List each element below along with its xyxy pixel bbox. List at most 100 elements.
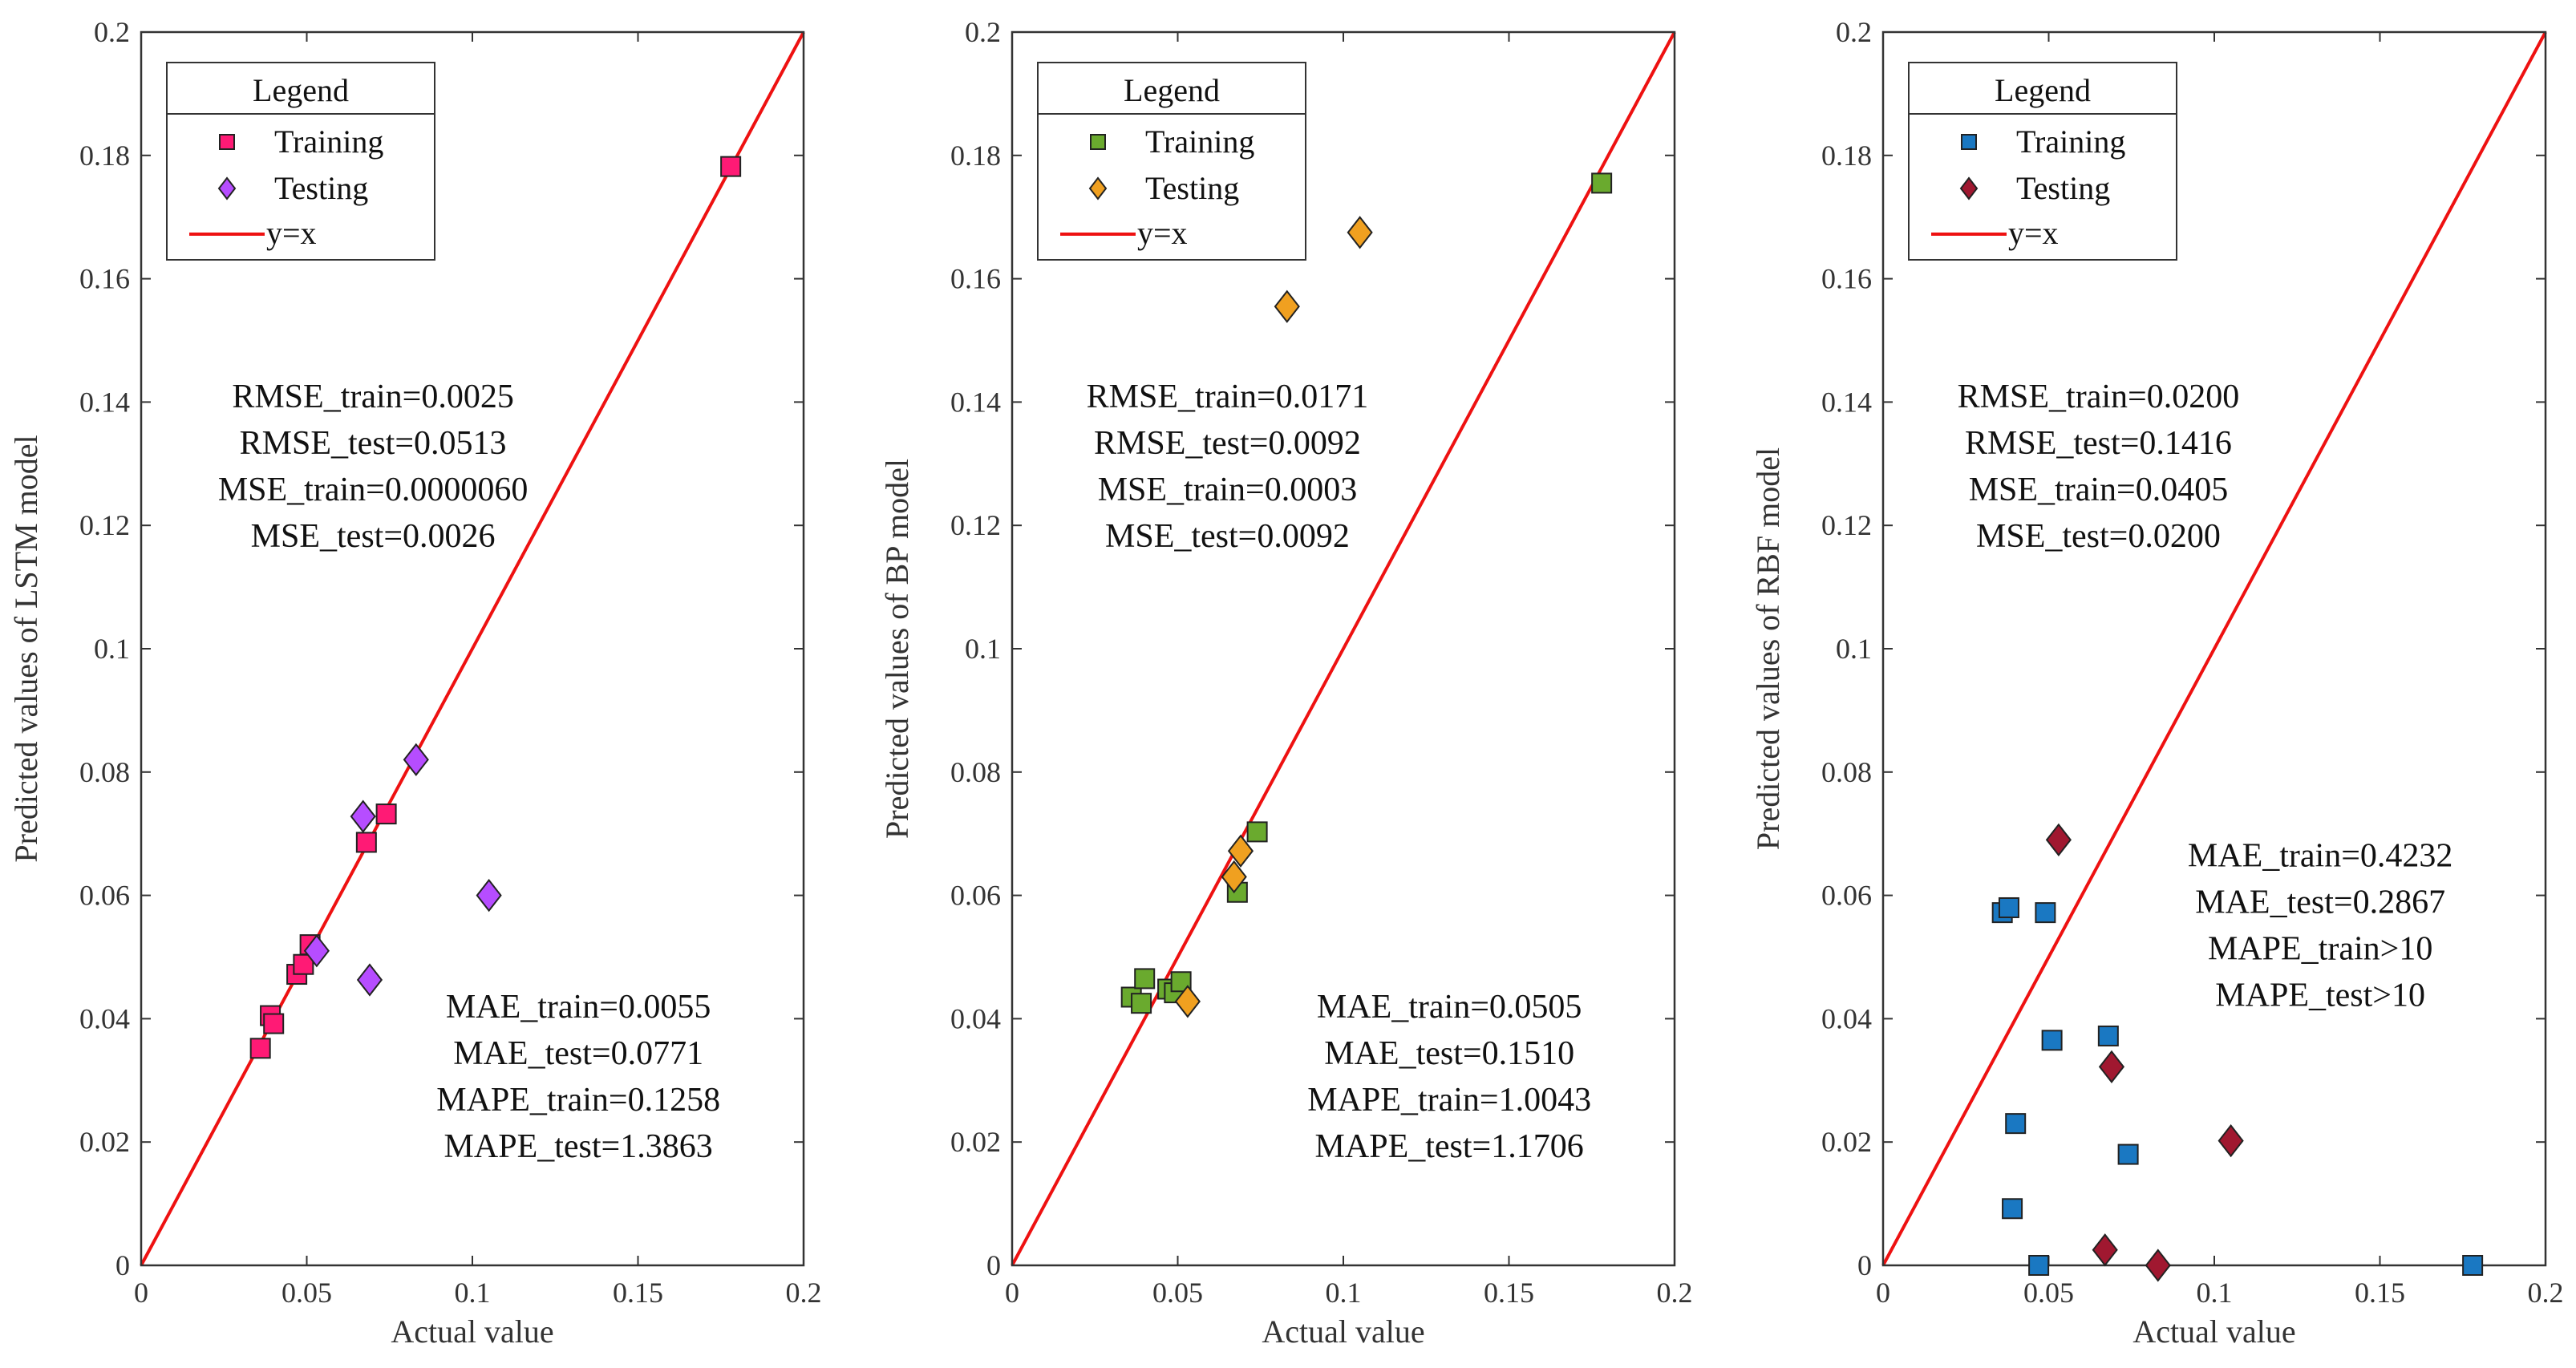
stats-bottom-line: MAPE_test=1.1706 <box>1315 1128 1584 1165</box>
training-point <box>1591 172 1613 194</box>
legend-training-label: Training <box>2016 123 2125 160</box>
y-tick-label: 0.02 <box>79 1126 130 1158</box>
y-axis-label: Predicted values of BP model <box>879 459 915 839</box>
legend-box <box>166 62 435 261</box>
stats-bottom-line: MAE_test=0.0771 <box>453 1035 703 1072</box>
y-tick-label: 0.2 <box>94 16 130 48</box>
testing-point <box>356 963 383 997</box>
x-axis-label: Actual value <box>2132 1313 2295 1350</box>
y-axis-label: Predicted values of RBF model <box>1750 447 1786 850</box>
y-tick-label: 0 <box>1857 1249 1872 1281</box>
y-tick-label: 0.04 <box>950 1002 1001 1034</box>
training-point <box>1170 971 1192 993</box>
training-point <box>1131 993 1152 1014</box>
x-tick-label: 0.2 <box>786 1277 822 1309</box>
stats-bottom-line: MAE_train=0.0055 <box>446 989 711 1026</box>
x-tick-label: 0.05 <box>281 1277 332 1309</box>
stats-top-line: MSE_test=0.0200 <box>1976 518 2221 555</box>
y-tick-label: 0.06 <box>79 880 130 912</box>
y-tick-label: 0.16 <box>950 263 1001 295</box>
stats-top-line: MSE_train=0.0003 <box>1098 472 1358 508</box>
legend-testing-marker <box>217 176 237 200</box>
x-tick-label: 0.05 <box>2023 1277 2074 1309</box>
y-tick-label: 0 <box>115 1249 130 1281</box>
y-tick-label: 0 <box>986 1249 1001 1281</box>
y-tick-label: 0.1 <box>965 633 1001 665</box>
legend-title: Legend <box>253 72 349 108</box>
stats-bottom-line: MAPE_train=1.0043 <box>1307 1082 1591 1119</box>
legend-training-label: Training <box>274 123 383 160</box>
x-tick-label: 0.15 <box>2355 1277 2405 1309</box>
y-tick-label: 0.06 <box>950 880 1001 912</box>
training-point <box>375 803 397 825</box>
y-tick-label: 0.12 <box>950 509 1001 541</box>
y-tick-label: 0.02 <box>1821 1126 1872 1158</box>
testing-point <box>2098 1050 2125 1084</box>
reference-line-y-equals-x <box>1881 31 2547 1266</box>
x-tick-label: 0 <box>1005 1277 1019 1309</box>
y-tick-label: 0.08 <box>79 756 130 788</box>
x-tick-label: 0.2 <box>1657 1277 1693 1309</box>
stats-top-line: RMSE_test=0.1416 <box>1965 425 2232 462</box>
testing-point <box>1227 834 1254 868</box>
stats-top-line: RMSE_test=0.0092 <box>1094 425 1361 462</box>
legend-training-marker <box>219 134 235 150</box>
legend: Legend Training Testing y=x <box>1037 62 1306 261</box>
legend: Legend Training Testing y=x <box>1908 62 2177 261</box>
legend-line-label: y=x <box>1137 215 1188 251</box>
training-point <box>249 1038 271 1059</box>
y-tick-label: 0.14 <box>1821 386 1872 418</box>
x-tick-label: 0.05 <box>1152 1277 1203 1309</box>
stats-bottom-line: MAPE_train=0.1258 <box>436 1082 720 1119</box>
legend-testing-label: Testing <box>1145 170 1239 206</box>
legend-line-label: y=x <box>266 215 317 251</box>
reference-line-y-equals-x <box>1011 31 1676 1266</box>
stats-bottom-line: MAPE_train>10 <box>2208 931 2432 968</box>
stats-bottom-line: MAPE_test>10 <box>2215 977 2425 1014</box>
y-tick-label: 0.06 <box>1821 880 1872 912</box>
stats-bottom-line: MAE_train=0.0505 <box>1317 989 1582 1026</box>
x-tick-label: 0.15 <box>613 1277 663 1309</box>
legend-box <box>1037 62 1306 261</box>
stats-top-line: RMSE_train=0.0171 <box>1087 378 1369 415</box>
y-tick-label: 0.12 <box>1821 509 1872 541</box>
x-tick-label: 0 <box>1876 1277 1890 1309</box>
stats-top-line: MSE_train=0.0405 <box>1969 472 2229 508</box>
y-tick-label: 0.1 <box>1836 633 1872 665</box>
x-tick-label: 0 <box>134 1277 148 1309</box>
training-point <box>1134 968 1156 990</box>
y-tick-label: 0.18 <box>79 140 130 172</box>
training-point <box>2097 1025 2119 1046</box>
training-point <box>2117 1143 2139 1165</box>
y-axis-label: Predicted values of LSTM model <box>8 435 44 862</box>
stats-bottom-line: MAE_test=0.1510 <box>1324 1035 1574 1072</box>
training-point <box>720 156 742 177</box>
training-point <box>355 832 377 853</box>
testing-point <box>1174 985 1201 1018</box>
legend-testing-marker <box>1959 176 1979 200</box>
legend-training-marker <box>1961 134 1977 150</box>
y-tick-label: 0.14 <box>79 386 130 418</box>
training-point <box>2035 902 2056 924</box>
y-tick-label: 0.16 <box>1821 263 1872 295</box>
x-axis-label: Actual value <box>1262 1313 1424 1350</box>
legend-testing-marker <box>1088 176 1108 200</box>
testing-point <box>303 934 330 968</box>
legend-line-label: y=x <box>2008 215 2059 251</box>
y-tick-label: 0.2 <box>965 16 1001 48</box>
stats-bottom-line: MAE_test=0.2867 <box>2195 884 2445 921</box>
y-tick-label: 0.08 <box>1821 756 1872 788</box>
x-axis-label: Actual value <box>391 1313 553 1350</box>
stats-top-line: MSE_test=0.0026 <box>251 518 496 555</box>
y-tick-label: 0.18 <box>1821 140 1872 172</box>
training-point <box>2041 1030 2063 1051</box>
legend: Legend Training Testing y=x <box>166 62 435 261</box>
legend-title: Legend <box>1995 72 2091 108</box>
testing-point <box>2045 823 2072 857</box>
y-tick-label: 0.02 <box>950 1126 1001 1158</box>
y-tick-label: 0.04 <box>1821 1002 1872 1034</box>
y-tick-label: 0.04 <box>79 1002 130 1034</box>
training-point <box>2005 1113 2027 1135</box>
x-tick-label: 0.15 <box>1484 1277 1534 1309</box>
